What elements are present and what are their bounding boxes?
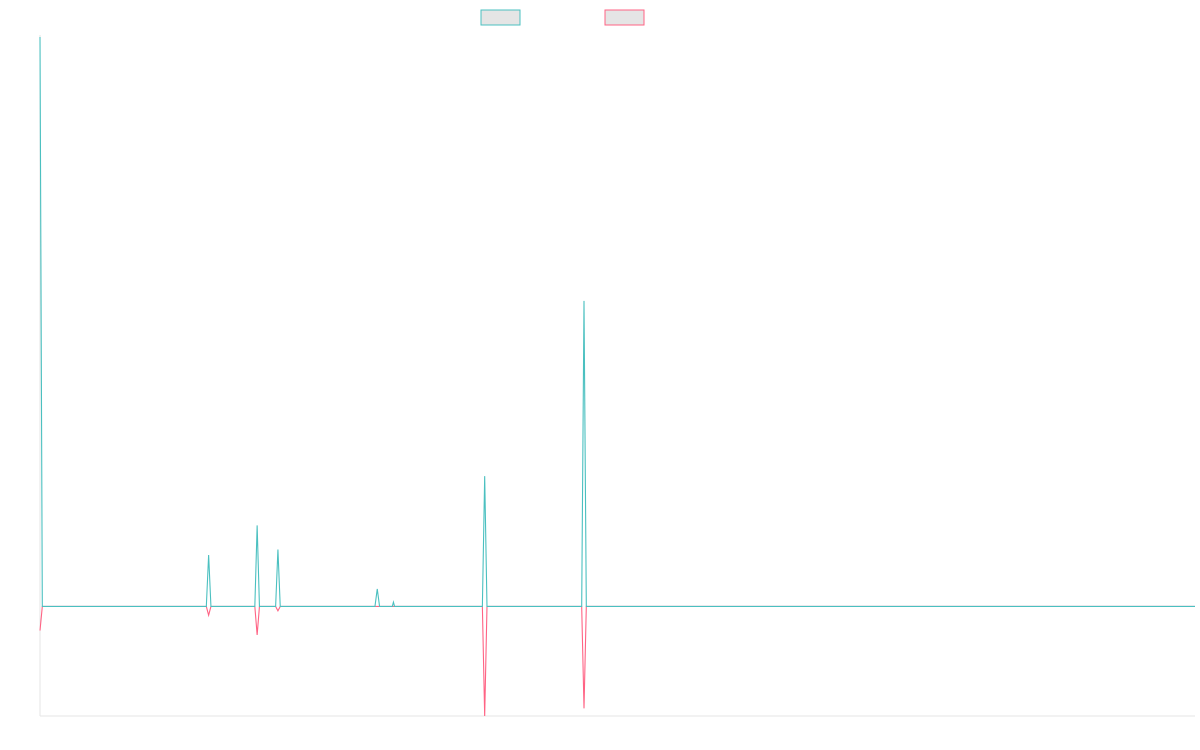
series-2-line [39,605,1195,717]
legend-swatch-series-1 [480,9,521,26]
legend-swatch-series-2 [604,9,645,26]
series-1-line [39,36,1195,608]
series-layer [39,36,1195,717]
axes [39,35,1195,717]
legend[interactable] [480,9,645,26]
legend-item-series-2[interactable] [604,9,645,26]
legend-item-series-1[interactable] [480,9,521,26]
